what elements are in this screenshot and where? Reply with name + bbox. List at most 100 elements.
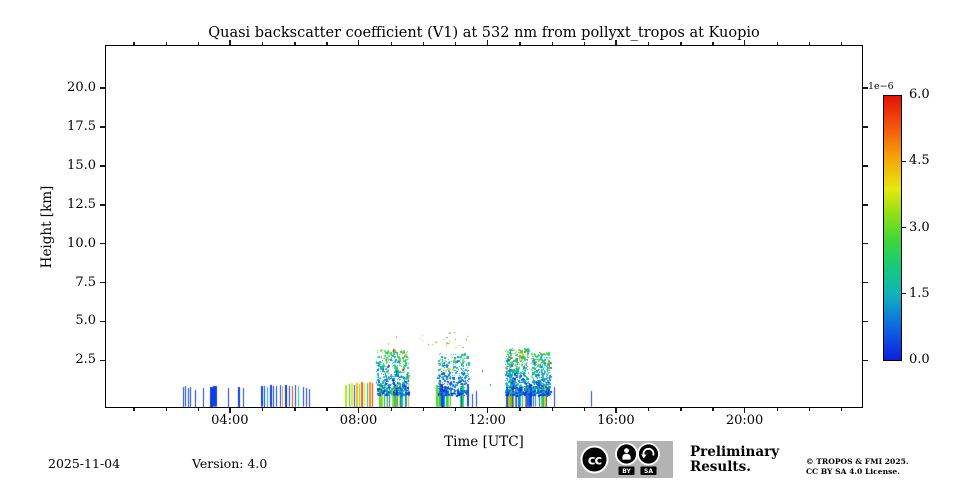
x-minor-tick-top xyxy=(551,42,553,45)
y-major-tick-right xyxy=(863,87,868,89)
version-label: Version: 4.0 xyxy=(192,456,268,471)
x-minor-tick xyxy=(808,408,811,411)
x-tick-label: 08:00 xyxy=(339,413,378,428)
x-minor-tick-top xyxy=(390,42,393,45)
x-minor-tick-top xyxy=(165,42,167,45)
x-minor-tick xyxy=(390,408,393,411)
y-major-tick-right xyxy=(863,203,868,206)
x-tick-label: 16:00 xyxy=(597,413,635,428)
x-minor-tick xyxy=(680,408,682,411)
x-minor-tick-top xyxy=(197,42,200,45)
y-major-tick xyxy=(100,320,105,323)
x-minor-tick xyxy=(455,408,457,411)
copyright-note: © TROPOS & FMI 2025. CC BY SA 4.0 Licens… xyxy=(806,457,909,476)
x-major-tick xyxy=(486,408,489,413)
x-major-tick xyxy=(615,408,617,413)
x-tick-label: 12:00 xyxy=(468,413,506,428)
y-major-tick xyxy=(100,87,105,89)
svg-text:SA: SA xyxy=(644,468,653,475)
x-minor-tick xyxy=(648,408,650,411)
x-axis-label: Time [UTC] xyxy=(444,434,524,450)
colorbar-tick xyxy=(902,160,906,162)
x-minor-tick xyxy=(712,408,714,411)
chart-title: Quasi backscatter coefficient (V1) at 53… xyxy=(208,25,760,41)
x-minor-tick-top xyxy=(294,42,296,45)
y-tick-label: 5.0 xyxy=(75,313,96,329)
x-minor-tick-top xyxy=(712,42,714,45)
by-label: BY xyxy=(618,466,635,475)
x-major-tick-top xyxy=(743,40,746,45)
x-tick-label: 20:00 xyxy=(725,413,764,428)
x-minor-tick xyxy=(262,408,264,411)
x-minor-tick xyxy=(197,408,200,411)
svg-text:BY: BY xyxy=(622,468,631,475)
x-minor-tick-top xyxy=(455,42,457,45)
y-tick-label: 20.0 xyxy=(67,80,96,95)
y-tick-label: 17.5 xyxy=(67,118,96,134)
x-minor-tick xyxy=(841,408,843,411)
sa-arrow-icon xyxy=(637,442,660,466)
x-minor-tick-top xyxy=(262,42,264,45)
y-tick-label: 2.5 xyxy=(75,352,96,368)
y-major-tick-right xyxy=(863,242,868,245)
x-minor-tick xyxy=(551,408,553,411)
x-major-tick-top xyxy=(357,40,360,45)
y-major-tick xyxy=(100,203,105,206)
x-major-tick-top xyxy=(486,40,489,45)
x-tick-label: 04:00 xyxy=(211,413,249,428)
x-minor-tick-top xyxy=(519,42,521,45)
y-major-tick-right xyxy=(863,359,868,362)
y-major-tick xyxy=(100,281,105,284)
x-minor-tick xyxy=(422,408,425,411)
x-minor-tick xyxy=(326,408,328,411)
y-major-tick-right xyxy=(863,165,868,167)
x-major-tick xyxy=(743,408,746,413)
svg-text:cc: cc xyxy=(588,454,602,469)
y-axis-label: Height [km] xyxy=(39,185,55,269)
colorbar-tick-label: 6.0 xyxy=(909,87,930,102)
y-tick-label: 12.5 xyxy=(67,196,96,212)
x-minor-tick xyxy=(583,408,586,411)
colorbar-tick-label: 1.5 xyxy=(909,285,930,301)
colorbar-tick xyxy=(902,226,906,229)
colorbar-tick-label: 4.5 xyxy=(909,153,930,169)
x-minor-tick-top xyxy=(422,42,425,45)
x-minor-tick-top xyxy=(326,42,328,45)
by-person-icon xyxy=(615,442,638,466)
y-major-tick-right xyxy=(863,281,868,284)
preliminary-results-note: Preliminary Results. xyxy=(690,444,780,475)
cc-icon: cc xyxy=(580,445,609,474)
plot-data-canvas xyxy=(106,46,862,407)
x-minor-tick-top xyxy=(648,42,650,45)
colorbar xyxy=(883,95,902,361)
y-major-tick xyxy=(100,242,105,245)
x-major-tick xyxy=(229,408,231,413)
license-badge: cc BY SA xyxy=(577,441,673,478)
x-minor-tick-top xyxy=(680,42,682,45)
y-major-tick xyxy=(100,126,105,128)
x-minor-tick-top xyxy=(776,42,779,45)
x-minor-tick-top xyxy=(841,42,843,45)
y-major-tick xyxy=(100,165,105,167)
date-label: 2025-11-04 xyxy=(48,456,121,471)
x-minor-tick xyxy=(776,408,779,411)
colorbar-scale-label: 1e−6 xyxy=(868,81,894,92)
x-minor-tick-top xyxy=(808,42,811,45)
y-tick-label: 10.0 xyxy=(67,235,96,251)
x-minor-tick xyxy=(519,408,521,411)
x-major-tick xyxy=(357,408,360,413)
y-tick-label: 15.0 xyxy=(67,157,96,173)
x-minor-tick xyxy=(294,408,296,411)
x-minor-tick xyxy=(133,408,135,411)
x-major-tick-top xyxy=(229,40,231,45)
y-major-tick-right xyxy=(863,126,868,128)
y-major-tick-right xyxy=(863,320,868,323)
x-minor-tick-top xyxy=(133,42,135,45)
y-tick-label: 7.5 xyxy=(75,274,96,290)
x-minor-tick-top xyxy=(583,42,586,45)
sa-label: SA xyxy=(640,466,657,475)
colorbar-tick-label: 0.0 xyxy=(909,352,930,367)
colorbar-tick xyxy=(902,293,906,295)
x-minor-tick xyxy=(165,408,167,411)
